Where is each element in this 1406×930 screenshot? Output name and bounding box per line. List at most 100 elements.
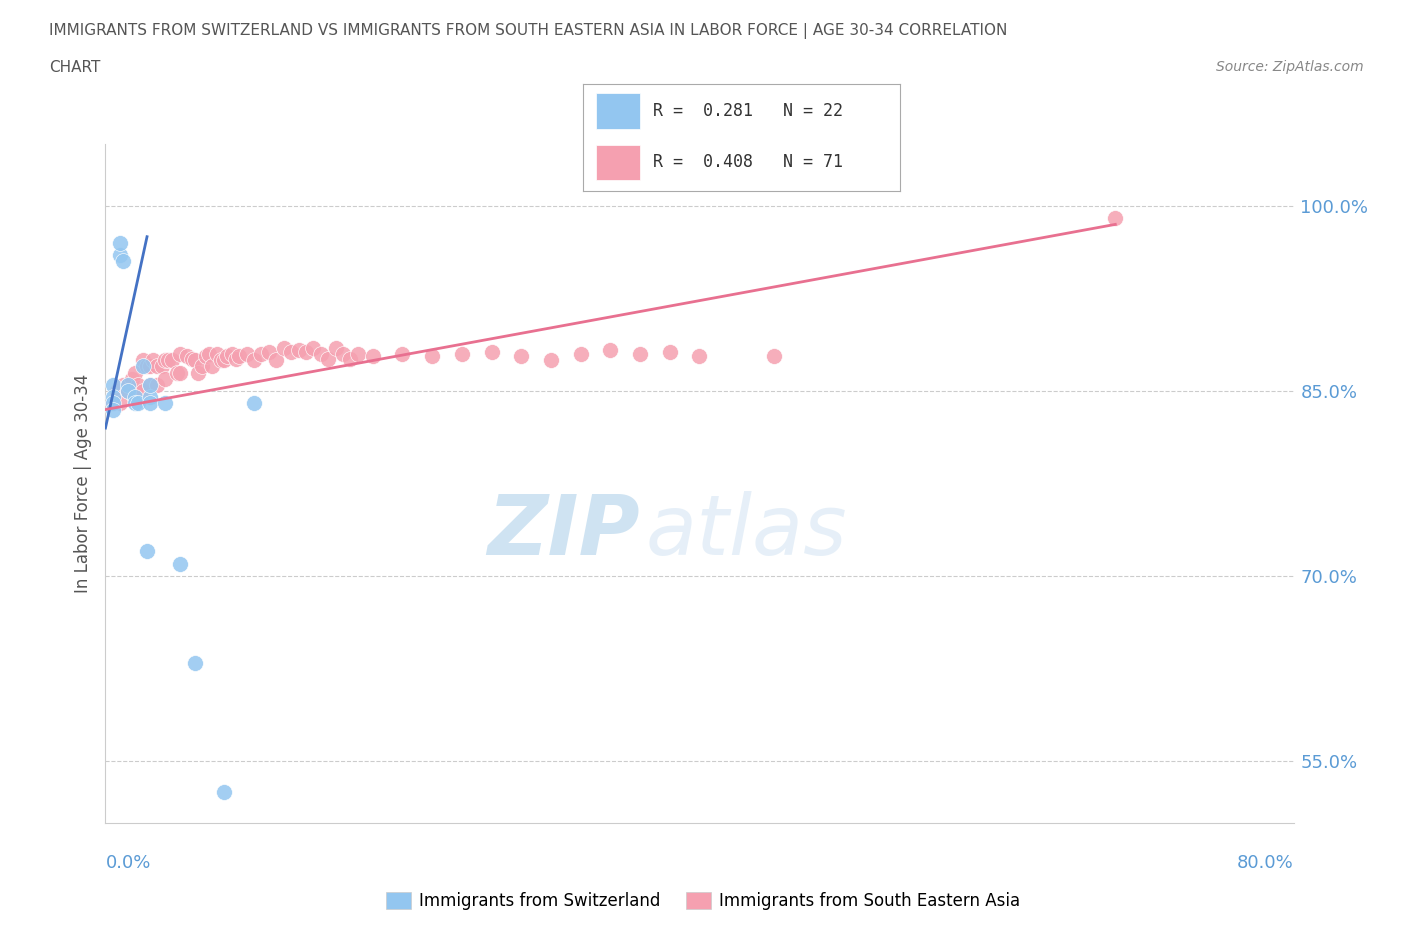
Point [112,254,135,269]
Point [221,347,243,362]
Point [257,344,280,359]
Point [139,378,162,392]
Point [481,344,503,359]
Point [101,378,124,392]
Point [201,359,224,374]
Point [540,352,562,367]
Point [142,352,165,367]
Point [228,349,250,364]
Point [153,371,176,386]
Point [420,349,443,364]
FancyBboxPatch shape [596,93,641,128]
Legend: Immigrants from Switzerland, Immigrants from South Eastern Asia: Immigrants from Switzerland, Immigrants … [380,885,1026,917]
Point [176,349,198,364]
Point [110,247,132,262]
Point [510,349,533,364]
Point [339,352,361,366]
Point [183,655,205,670]
Point [131,352,153,367]
Point [110,235,132,250]
Point [264,352,287,367]
Point [214,785,236,800]
Point [235,347,257,362]
Point [273,340,295,355]
Point [169,365,191,380]
Point [110,396,132,411]
Text: ZIP: ZIP [488,491,640,572]
Point [243,352,266,367]
Text: CHART: CHART [49,60,101,75]
Text: IMMIGRANTS FROM SWITZERLAND VS IMMIGRANTS FROM SOUTH EASTERN ASIA IN LABOR FORCE: IMMIGRANTS FROM SWITZERLAND VS IMMIGRANT… [49,23,1008,39]
Point [131,383,153,398]
Point [162,352,184,367]
Point [287,343,309,358]
Point [250,347,273,362]
Point [105,383,128,398]
Point [658,344,681,359]
Point [599,343,621,358]
Point [198,347,221,362]
Text: Source: ZipAtlas.com: Source: ZipAtlas.com [1216,60,1364,74]
Point [191,359,214,374]
Point [316,352,339,366]
Point [156,352,179,367]
Point [124,365,146,380]
Text: R =  0.281   N = 22: R = 0.281 N = 22 [652,102,844,120]
Point [689,349,711,364]
Point [139,390,162,405]
Point [180,352,202,366]
Point [136,359,159,374]
Point [146,359,169,374]
Point [1104,211,1126,226]
Point [169,347,191,362]
Point [131,359,153,374]
Point [121,371,143,386]
Point [762,349,785,364]
Point [139,396,162,411]
Point [101,396,124,411]
Point [101,390,124,405]
Y-axis label: In Labor Force | Age 30-34: In Labor Force | Age 30-34 [73,374,91,593]
FancyBboxPatch shape [596,145,641,180]
Point [153,352,176,367]
Point [450,347,472,362]
Point [205,347,228,362]
Point [295,344,318,359]
Point [569,347,592,362]
Point [139,378,162,392]
Point [136,544,159,559]
Point [183,352,205,367]
Point [214,352,236,367]
Point [280,344,302,359]
Text: 0.0%: 0.0% [105,854,150,872]
Point [117,378,139,392]
Point [628,347,651,362]
Point [146,378,169,392]
Point [101,396,124,411]
Point [117,383,139,398]
Point [217,349,239,364]
Point [309,347,332,362]
Point [127,378,149,392]
Point [127,396,149,411]
Text: 80.0%: 80.0% [1237,854,1294,872]
Point [124,383,146,398]
Point [153,396,176,411]
Point [332,347,354,362]
Text: R =  0.408   N = 71: R = 0.408 N = 71 [652,153,844,171]
Point [124,396,146,411]
Point [302,340,325,355]
Point [150,359,173,374]
Point [186,365,208,380]
Point [325,340,347,355]
Point [243,396,266,411]
Point [166,365,188,380]
Point [117,383,139,398]
Point [361,349,384,364]
Point [117,378,139,392]
Point [139,359,162,374]
Point [347,347,370,362]
Point [209,352,232,367]
Point [195,349,218,364]
Point [225,352,247,366]
